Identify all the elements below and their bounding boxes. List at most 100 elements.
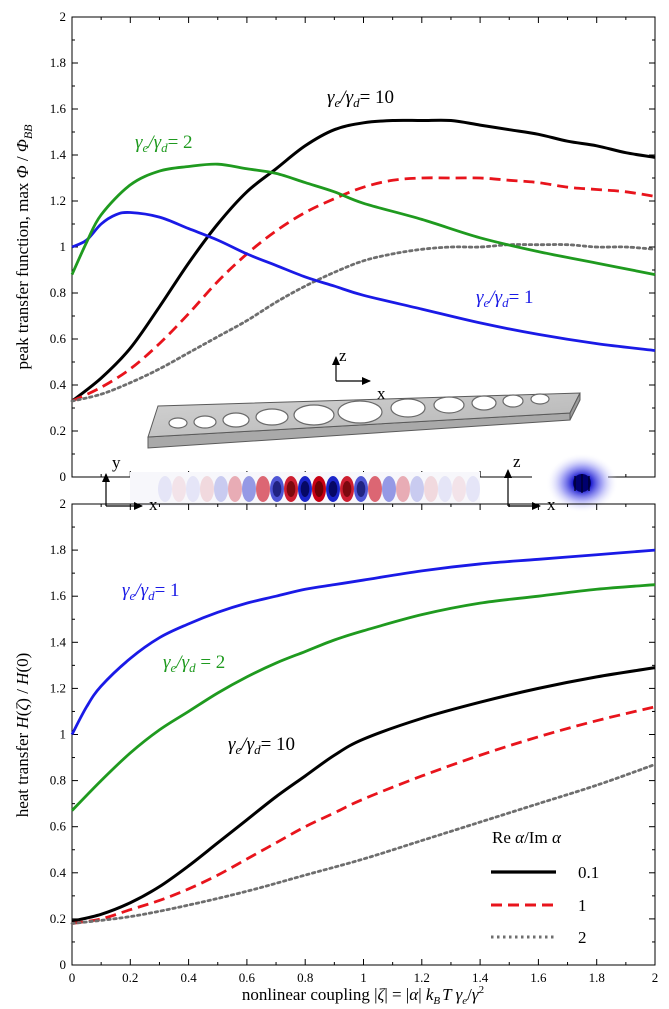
mode-lobe (158, 476, 172, 502)
mode-lobe-core (328, 481, 338, 497)
mode-lobe (214, 476, 228, 502)
mode-lobe-core (300, 481, 310, 497)
slab-hole (193, 415, 217, 429)
bottom-series-green-line (70, 583, 656, 812)
top-ytick-label: 1.4 (50, 147, 67, 162)
top-panel: 0 0.2 0.4 0.6 0.8 1 1.2 1.4 1.6 1.8 2 peak transfe… (13, 9, 657, 484)
mode-lobe (424, 476, 438, 502)
mode-lobe-core (342, 481, 352, 497)
bottom-ytick-label: 0 (60, 957, 67, 972)
bottom-series-black-line (71, 666, 656, 923)
top-series-gray-line (70, 243, 657, 403)
top-ytick-label: 0 (60, 469, 67, 484)
legend: Re α/Im α 0.1 1 2 (491, 828, 599, 947)
top-series-black-line (71, 118, 656, 403)
legend-label-2: 2 (578, 928, 587, 947)
legend-label-1: 1 (578, 896, 587, 915)
bottom-ytick-label: 1.6 (50, 588, 67, 603)
slab-hole (433, 396, 465, 414)
mode-lobe-core (286, 481, 296, 497)
bottom-x-axis-label: nonlinear coupling |ζ| = |α| kB T γe/γ2 (242, 984, 484, 1007)
top-label-ratio-1: γe/γd= 1 (476, 287, 534, 310)
top-ytick-label: 0.6 (50, 331, 67, 346)
photonic-crystal-slab (147, 392, 581, 449)
mode-profile-xy (130, 472, 480, 506)
slab-hole (222, 412, 250, 428)
top-ytick-label: 0.2 (50, 423, 66, 438)
mode-lobe (256, 476, 270, 502)
bottom-label-ratio-1: γe/γd= 1 (122, 580, 180, 603)
slab-hole (293, 404, 335, 426)
slab-axis-x: x (377, 384, 386, 403)
mode-lobe-core (356, 481, 366, 497)
mode-lobe (438, 476, 452, 502)
mode-lobe (396, 476, 410, 502)
top-ytick-label: 0.8 (50, 285, 66, 300)
top-label-ratio-10: γe/γd= 10 (327, 87, 394, 110)
slab-hole (502, 394, 524, 408)
slab-hole (530, 393, 550, 405)
top-ytick-label: 1.2 (50, 193, 66, 208)
mode-lobe (466, 476, 480, 502)
mode-lobe (410, 476, 424, 502)
mode-lobe (382, 476, 396, 502)
bottom-plot-frame (71, 503, 656, 966)
bottom-axis-ticks: 0 0.2 0.4 0.6 0.8 1 1.2 1.4 1.6 1.8 2 0 0.2 0.4 0.6 0.8… (50, 496, 659, 985)
bottom-label-ratio-10: γe/γd= 10 (228, 734, 295, 757)
mode-axis-z: z (513, 452, 521, 471)
bottom-series-blue-line (70, 548, 656, 736)
bottom-xtick-label: 1.2 (414, 970, 430, 985)
legend-label-0: 0.1 (578, 863, 599, 882)
top-series-green-line (70, 162, 656, 276)
bottom-series-gray-line (70, 763, 657, 925)
bottom-ytick-label: 1.4 (50, 634, 67, 649)
slab-hole (390, 398, 426, 418)
slab-axes: z x (332, 346, 386, 403)
bottom-ytick-label: 0.6 (50, 819, 67, 834)
top-ytick-label: 2 (60, 9, 67, 24)
mode-lobe (452, 476, 466, 502)
bottom-xtick-label: 0.8 (297, 970, 313, 985)
top-series-red-line (71, 176, 656, 403)
slab-hole (337, 400, 383, 424)
mode-axis-y: y (112, 453, 121, 472)
bottom-xtick-label: 1.8 (589, 970, 605, 985)
top-label-ratio-2: γe/γd= 2 (135, 132, 193, 155)
bottom-series (70, 548, 657, 925)
bottom-panel: 0 0.2 0.4 0.6 0.8 1 1.2 1.4 1.6 1.8 2 0 0.2 0.4 0.6 0.8… (13, 496, 658, 1007)
bottom-ytick-label: 0.8 (50, 773, 66, 788)
bottom-xtick-label: 1 (360, 970, 367, 985)
mode-lobe (186, 476, 200, 502)
mode-lobe (200, 476, 214, 502)
mode-lobe (172, 476, 186, 502)
bottom-ytick-label: 2 (60, 496, 67, 511)
bottom-xtick-label: 0.6 (239, 970, 256, 985)
mode-lobe (228, 476, 242, 502)
bottom-label-ratio-2: γe/γd = 2 (163, 652, 225, 675)
bottom-ytick-label: 1 (60, 727, 67, 742)
bottom-xtick-label: 0.2 (122, 970, 138, 985)
mode-lobe (368, 476, 382, 502)
mode-profile-xz (532, 447, 618, 521)
slab-hole (471, 395, 497, 411)
top-ytick-label: 1.6 (50, 101, 67, 116)
mode-lobe-core (272, 481, 282, 497)
top-series-blue-line (71, 211, 656, 352)
device-inset: z x y x z x (102, 346, 618, 521)
top-y-axis-label: peak transfer function, max Φ / ΦBB (13, 124, 35, 370)
top-ytick-label: 1.8 (50, 55, 66, 70)
bottom-ytick-label: 1.2 (50, 680, 66, 695)
bottom-ytick-label: 1.8 (50, 542, 66, 557)
bottom-y-axis-label: heat transfer H(ζ) / H(0) (13, 653, 32, 818)
bottom-ytick-label: 0.4 (50, 865, 67, 880)
slab-axis-z: z (339, 346, 347, 365)
legend-title: Re α/Im α (492, 828, 562, 847)
mode-lobe-core (314, 481, 324, 497)
bottom-xtick-label: 1.6 (530, 970, 547, 985)
top-series (70, 118, 657, 403)
bottom-xtick-label: 0 (69, 970, 76, 985)
mode-lobe (242, 476, 256, 502)
bottom-xtick-label: 2 (652, 970, 659, 985)
top-ytick-label: 0.4 (50, 377, 67, 392)
